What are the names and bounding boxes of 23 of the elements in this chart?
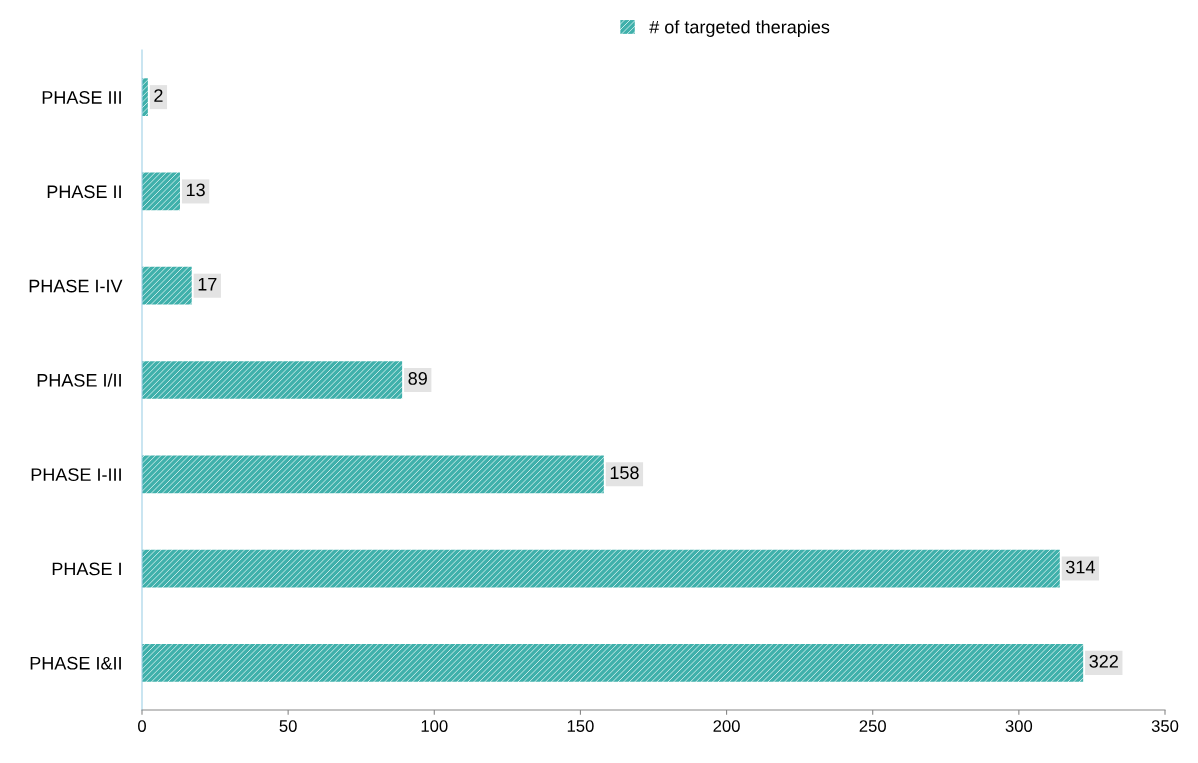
x-tick-label: 350 xyxy=(1151,720,1179,732)
x-tick-label: 250 xyxy=(859,720,886,732)
y-tick-label: PHASE II xyxy=(47,185,121,199)
y-tick-label: PHASE I xyxy=(52,562,121,576)
data-label: 17 xyxy=(198,277,217,291)
data-label: 89 xyxy=(408,372,427,385)
x-tick-label: 50 xyxy=(279,720,297,732)
data-label: 314 xyxy=(1066,560,1095,574)
data-label: 158 xyxy=(610,466,639,480)
data-label: 2 xyxy=(154,89,163,102)
x-tick-label: 200 xyxy=(713,720,740,732)
x-tick-label: 0 xyxy=(138,720,146,732)
data-label: 13 xyxy=(186,183,205,197)
y-tick-label: PHASE I&II xyxy=(30,656,121,670)
y-tick-label: PHASE I-III xyxy=(31,468,121,482)
y-tick-label: PHASE III xyxy=(42,91,121,104)
legend-label: # of targeted therapies xyxy=(649,20,830,37)
y-tick-label: PHASE I-IV xyxy=(29,279,123,293)
x-tick-label: 300 xyxy=(1005,720,1033,732)
y-tick-label: PHASE I/II xyxy=(37,373,121,387)
x-tick-label: 100 xyxy=(421,720,448,732)
data-label: 322 xyxy=(1089,654,1118,668)
x-tick-label: 150 xyxy=(567,720,594,732)
